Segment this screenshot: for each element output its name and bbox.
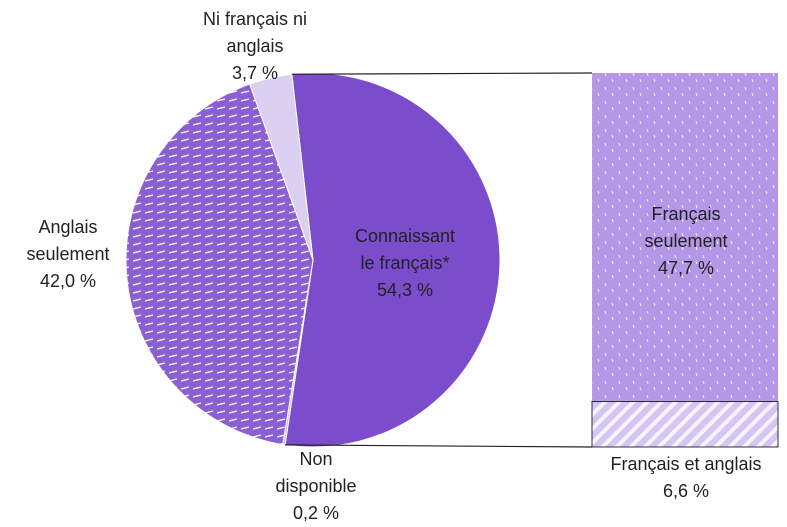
connector-line [285,444,593,448]
slice-label: Anglais [38,217,97,237]
value-label: 47,7 % [658,258,714,278]
pie-slice [249,73,314,261]
slice-label: Non [299,449,332,469]
slice-label: Ni français ni [203,9,307,29]
slice-label: Connaissant [355,226,455,246]
bar-segment-pattern [592,73,778,402]
slice-label: seulement [644,231,727,251]
value-label: 54,3 % [377,280,433,300]
value-label: 42,0 % [40,271,96,291]
value-label: 0,2 % [293,503,339,523]
slice-label: anglais [226,36,283,56]
slice-label: Français [651,204,720,224]
value-label: 3,7 % [232,63,278,83]
slice-label: disponible [275,476,356,496]
slice-label: seulement [26,244,109,264]
slice-label: Français et anglais [610,454,761,474]
pie-slice [284,72,501,448]
slice-label: le français* [360,253,449,273]
bar-segment-pattern [591,401,779,448]
value-label: 6,6 % [663,481,709,501]
connector-line [291,72,593,75]
